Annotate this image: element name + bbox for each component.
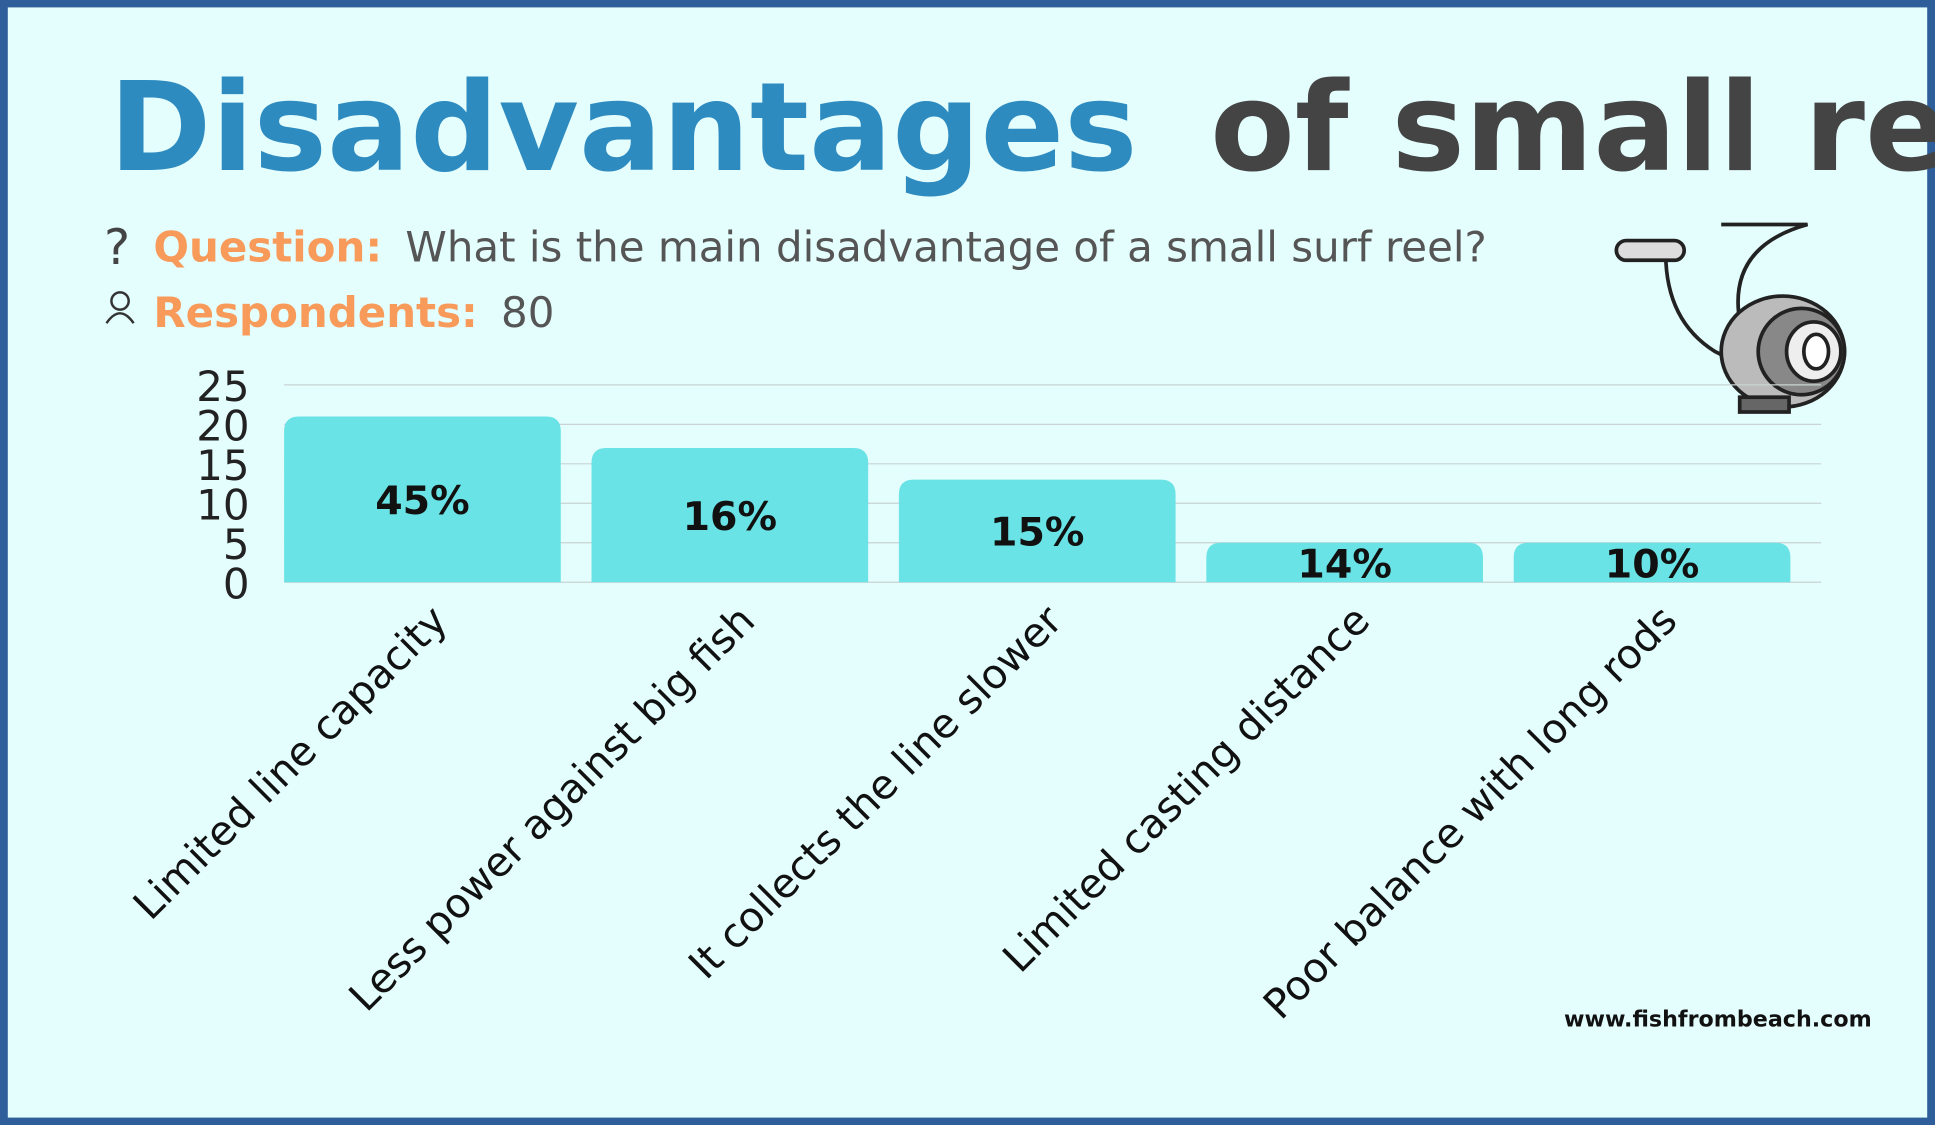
y-tick-label: 25 (196, 362, 249, 411)
bar-label: 15% (990, 510, 1084, 556)
y-tick-label: 0 (223, 559, 250, 608)
question-line: Question: What is the main disadvantage … (153, 223, 1486, 272)
respondents-label: Respondents: (153, 288, 477, 337)
bar (1513, 542, 1791, 583)
question-label: Question: (153, 223, 382, 272)
bar (898, 479, 1176, 583)
reel-icon (1614, 222, 1847, 414)
respondents-line: Respondents: 80 (153, 288, 554, 337)
bar-label: 45% (375, 478, 469, 524)
source: www.fishfrombeach.com (1564, 1006, 1872, 1032)
title-rest: of small reels (1210, 57, 1935, 200)
y-tick-label: 5 (223, 520, 250, 569)
bar-label: 10% (1605, 541, 1699, 587)
y-tick-label: 20 (196, 401, 249, 450)
bar (284, 416, 561, 583)
bar (1206, 542, 1483, 583)
chart-title: Disadvantages of small reels (109, 57, 1935, 200)
respondents-value: 80 (501, 288, 554, 337)
question-icon: ? (104, 218, 130, 276)
y-tick-label: 15 (196, 441, 249, 490)
bar-label: 14% (1297, 541, 1391, 587)
person-icon (105, 291, 135, 324)
bar (591, 448, 869, 583)
y-tick-label: 10 (196, 480, 249, 529)
title-highlight: Disadvantages (109, 57, 1138, 200)
bar-label: 16% (683, 494, 777, 540)
question-text: What is the main disadvantage of a small… (405, 223, 1486, 272)
